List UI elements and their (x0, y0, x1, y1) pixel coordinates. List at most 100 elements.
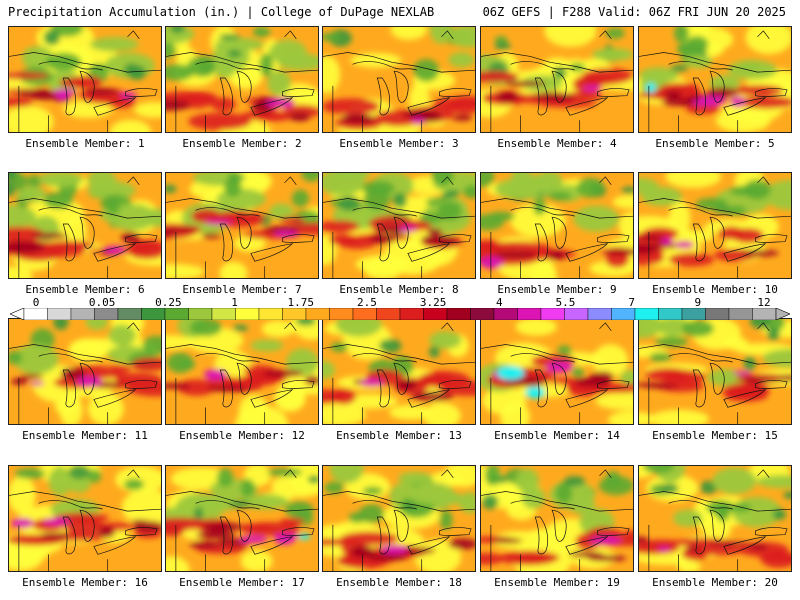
colorbar-swatch (446, 308, 471, 320)
ensemble-map-panel (480, 26, 634, 133)
colorbar-min-arrow (10, 308, 25, 320)
map-title: Precipitation Accumulation (in.) | Colle… (8, 5, 435, 19)
colorbar-swatch (117, 308, 142, 320)
colorbar-swatch (141, 308, 166, 320)
colorbar-swatch (235, 308, 260, 320)
ensemble-member-label: Ensemble Member: 7 (182, 283, 302, 296)
colorbar-swatch (352, 308, 377, 320)
ensemble-map-panel (165, 26, 319, 133)
precip-field-map (481, 173, 633, 278)
ensemble-member-label: Ensemble Member: 15 (652, 429, 778, 442)
ensemble-member-label: Ensemble Member: 9 (497, 283, 617, 296)
colorbar-swatch (564, 308, 589, 320)
ensemble-member-label: Ensemble Member: 10 (652, 283, 778, 296)
colorbar-swatch (47, 308, 72, 320)
colorbar-swatch (728, 308, 753, 320)
colorbar-swatch (164, 308, 189, 320)
colorbar-swatch (211, 308, 236, 320)
colorbar-swatch (376, 308, 401, 320)
colorbar-swatch (94, 308, 119, 320)
ensemble-member-label: Ensemble Member: 13 (336, 429, 462, 442)
colorbar-tick-label: 7 (628, 296, 635, 309)
precip-field-map (9, 466, 161, 571)
colorbar-swatch (23, 308, 48, 320)
precip-field-map (9, 173, 161, 278)
ensemble-map-panel (638, 172, 792, 279)
colorbar-swatch (282, 308, 307, 320)
colorbar-tick-label: 1.75 (287, 296, 314, 309)
ensemble-member-label: Ensemble Member: 8 (339, 283, 459, 296)
precip-field-map (639, 319, 791, 424)
precip-field-map (166, 173, 318, 278)
colorbar-swatch (681, 308, 706, 320)
model-run-info: 06Z GEFS | F288 Valid: 06Z FRI JUN 20 20… (482, 5, 786, 19)
precip-field-map (639, 173, 791, 278)
ensemble-map-panel (480, 172, 634, 279)
ensemble-member-label: Ensemble Member: 16 (22, 576, 148, 589)
ensemble-map-panel (322, 26, 476, 133)
precip-field-map (323, 466, 475, 571)
ensemble-map-panel (8, 172, 162, 279)
ensemble-map-panel (165, 172, 319, 279)
ensemble-map-panel (638, 26, 792, 133)
colorbar-tick-label: 3.25 (419, 296, 447, 309)
precip-field-map (166, 27, 318, 132)
precip-field-map (323, 173, 475, 278)
precip-field-map (323, 27, 475, 132)
ensemble-map-panel (638, 465, 792, 572)
colorbar-swatch (705, 308, 730, 320)
precip-field-map (166, 319, 318, 424)
colorbar-swatch (752, 308, 777, 320)
ensemble-map-panel (8, 26, 162, 133)
colorbar-tick-label: 0.25 (155, 296, 182, 309)
ensemble-map-panel (322, 172, 476, 279)
ensemble-member-label: Ensemble Member: 3 (339, 137, 459, 150)
colorbar-tick-label: 4 (495, 296, 503, 309)
colorbar-tick-label: 0.05 (88, 296, 116, 309)
ensemble-map-panel (480, 318, 634, 425)
colorbar-swatch (634, 308, 659, 320)
ensemble-map-panel (165, 318, 319, 425)
ensemble-map-panel (638, 318, 792, 425)
ensemble-member-label: Ensemble Member: 19 (494, 576, 620, 589)
colorbar-swatch (423, 308, 448, 320)
colorbar-swatch (188, 308, 213, 320)
colorbar-swatch (658, 308, 683, 320)
colorbar-swatch (70, 308, 95, 320)
ensemble-map-panel (322, 318, 476, 425)
colorbar-tick-label: 12 (757, 296, 771, 309)
ensemble-member-label: Ensemble Member: 4 (497, 137, 617, 150)
ensemble-member-label: Ensemble Member: 17 (179, 576, 305, 589)
precip-field-map (639, 466, 791, 571)
colorbar-swatch (493, 308, 518, 320)
colorbar-swatch (399, 308, 424, 320)
ensemble-map-panel (322, 465, 476, 572)
colorbar-tick-label: 1 (231, 296, 238, 309)
ensemble-map-panel (8, 318, 162, 425)
colorbar-swatch (611, 308, 636, 320)
ensemble-map-panel (480, 465, 634, 572)
precip-field-map (639, 27, 791, 132)
precip-field-map (166, 466, 318, 571)
colorbar-swatch (470, 308, 495, 320)
colorbar-tick-label: 5.5 (555, 296, 576, 309)
precip-field-map (323, 319, 475, 424)
ensemble-member-label: Ensemble Member: 1 (25, 137, 145, 150)
precip-field-map (481, 466, 633, 571)
colorbar-tick-label: 0 (32, 296, 40, 309)
precip-field-map (9, 319, 161, 424)
ensemble-member-label: Ensemble Member: 14 (494, 429, 620, 442)
ensemble-member-label: Ensemble Member: 20 (652, 576, 778, 589)
ensemble-member-label: Ensemble Member: 12 (179, 429, 305, 442)
precip-field-map (9, 27, 161, 132)
colorbar-swatch (540, 308, 565, 320)
ensemble-member-label: Ensemble Member: 18 (336, 576, 462, 589)
colorbar-tick-label: 9 (694, 296, 702, 309)
color-scale-bar (10, 308, 790, 320)
colorbar-tick-label: 2.5 (356, 296, 377, 309)
ensemble-map-panel (165, 465, 319, 572)
ensemble-map-panel (8, 465, 162, 572)
ensemble-member-label: Ensemble Member: 5 (655, 137, 775, 150)
colorbar-swatch (329, 308, 354, 320)
precip-field-map (481, 319, 633, 424)
